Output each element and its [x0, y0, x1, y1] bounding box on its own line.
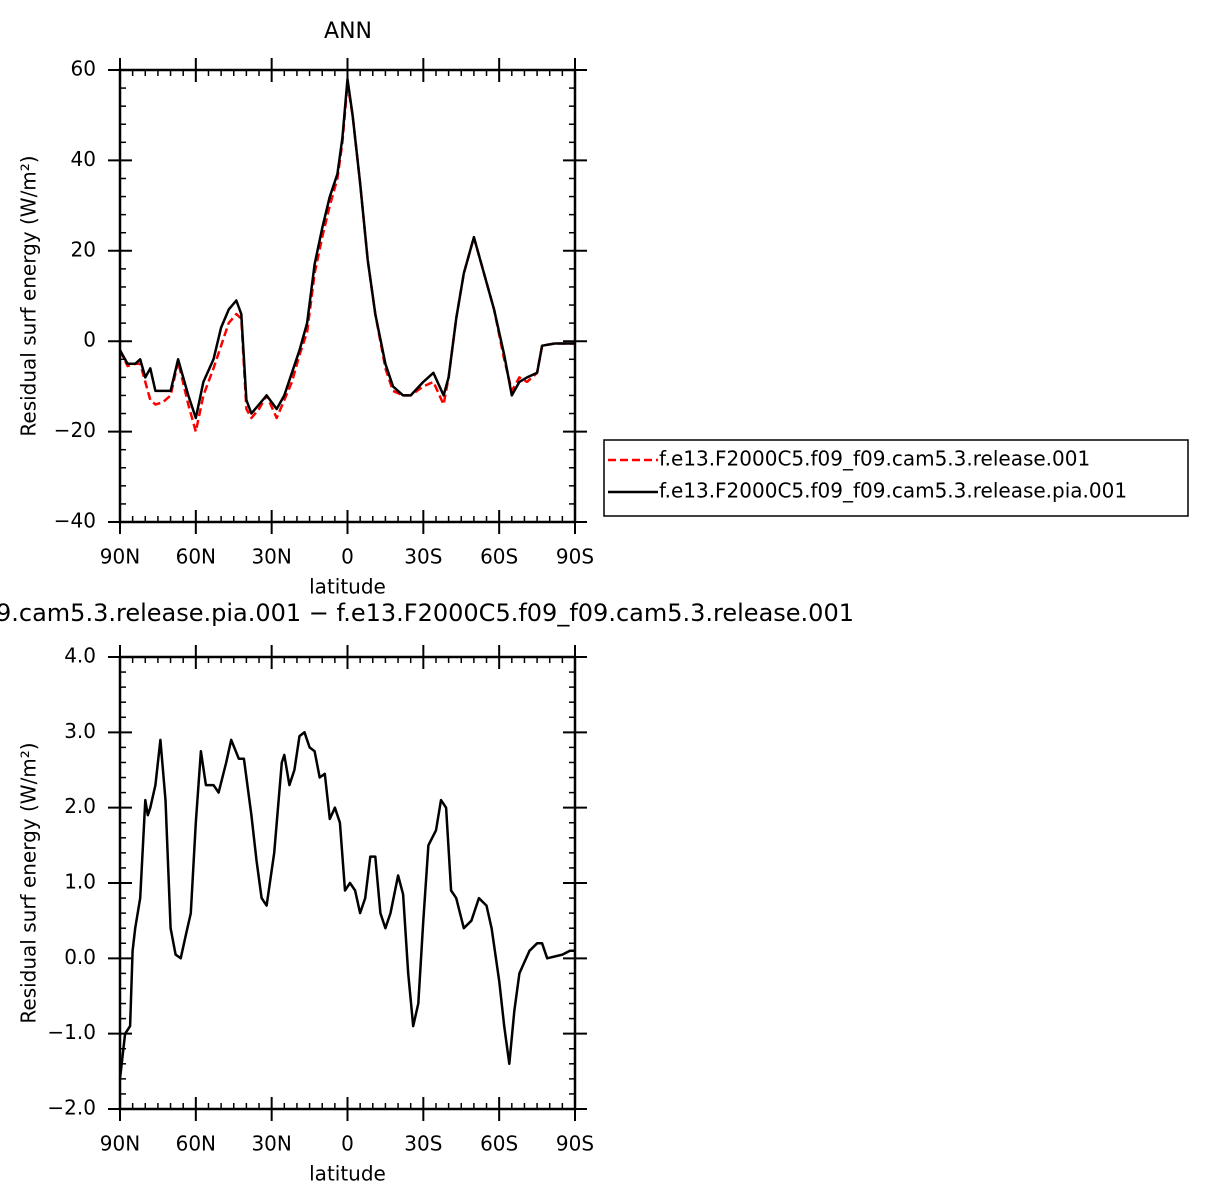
x-tick-label: 60N	[176, 1132, 216, 1156]
y-tick-label: 2.0	[64, 794, 96, 818]
y-tick-label: 3.0	[64, 719, 96, 743]
y-tick-label: 20	[71, 237, 96, 261]
legend-label: f.e13.F2000C5.f09_f09.cam5.3.release.pia…	[659, 479, 1127, 503]
x-tick-label: 30S	[404, 545, 442, 569]
y-tick-label: 0.0	[64, 945, 96, 969]
y-tick-label: 0	[83, 328, 96, 352]
legend-box	[603, 439, 1189, 517]
plot-frame	[118, 68, 577, 524]
x-tick-label: 60S	[480, 545, 518, 569]
x-axis-label: latitude	[309, 1162, 386, 1186]
data-line	[118, 82, 575, 433]
x-tick-label: 90N	[100, 1132, 140, 1156]
x-tick-label: 60S	[480, 1132, 518, 1156]
legend-label: f.e13.F2000C5.f09_f09.cam5.3.release.001	[659, 447, 1090, 471]
x-tick-label: 60N	[176, 545, 216, 569]
chart-title: 9.cam5.3.release.pia.001 − f.e13.F2000C5…	[0, 599, 854, 627]
x-tick-label: 30S	[404, 1132, 442, 1156]
y-tick-label: 60	[71, 57, 96, 81]
y-tick-label: −1.0	[47, 1020, 96, 1044]
y-tick-label: −20	[54, 418, 96, 442]
plot-frame	[118, 655, 577, 1111]
y-axis-label: Residual surf energy (W/m²)	[17, 742, 41, 1023]
x-tick-label: 90S	[556, 545, 594, 569]
data-line	[118, 77, 575, 420]
y-axis-label: Residual surf energy (W/m²)	[17, 155, 41, 436]
y-tick-label: −40	[54, 509, 96, 533]
x-tick-label: 30N	[251, 545, 291, 569]
y-tick-label: 4.0	[64, 644, 96, 668]
y-tick-label: 1.0	[64, 870, 96, 894]
data-line	[118, 731, 575, 1080]
x-tick-label: 90N	[100, 545, 140, 569]
x-tick-label: 0	[341, 545, 354, 569]
y-tick-label: 40	[71, 147, 96, 171]
x-tick-label: 90S	[556, 1132, 594, 1156]
chart-title: ANN	[324, 19, 372, 44]
y-tick-label: −2.0	[47, 1096, 96, 1120]
x-axis-label: latitude	[309, 575, 386, 599]
x-tick-label: 0	[341, 1132, 354, 1156]
x-tick-label: 30N	[251, 1132, 291, 1156]
